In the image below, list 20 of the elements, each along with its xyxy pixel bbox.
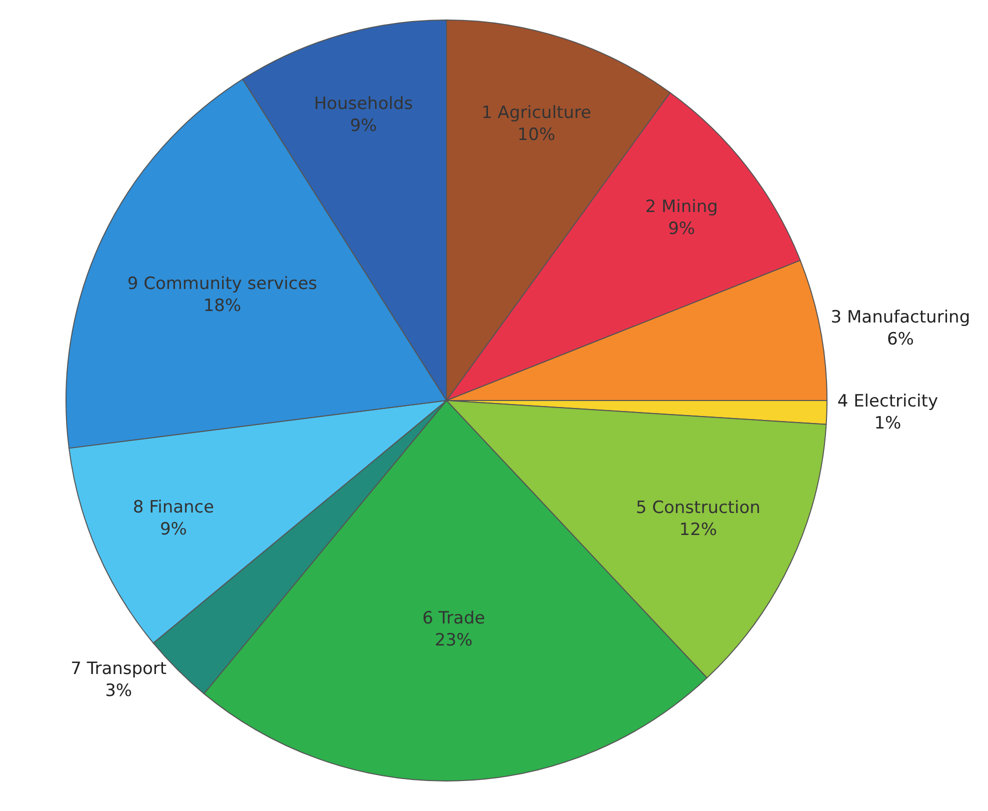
slice-label: 2 Mining <box>645 197 718 218</box>
slice-label: Households <box>314 94 413 114</box>
data-label: 23% <box>434 630 473 650</box>
data-label: 9% <box>160 520 187 540</box>
data-label: 6% <box>886 330 914 350</box>
slice-label: 5 Construction <box>636 498 760 518</box>
data-label: 9% <box>350 116 377 136</box>
data-label: 12% <box>679 520 718 540</box>
data-label: 1% <box>874 414 902 434</box>
slice-label: 7 Transport <box>70 659 167 680</box>
data-label: 9% <box>668 219 696 240</box>
slice-label: 1 Agriculture <box>481 103 592 123</box>
slice-label: 6 Trade <box>422 608 486 628</box>
slice-label: 8 Finance <box>132 498 214 518</box>
slice-label: 9 Community services <box>127 274 318 294</box>
data-label: 18% <box>203 296 242 316</box>
data-label: 10% <box>517 125 556 146</box>
slice-label: 3 Manufacturing <box>830 307 970 328</box>
data-label: 3% <box>105 681 132 702</box>
slice-label: 4 Electricity <box>837 391 938 412</box>
